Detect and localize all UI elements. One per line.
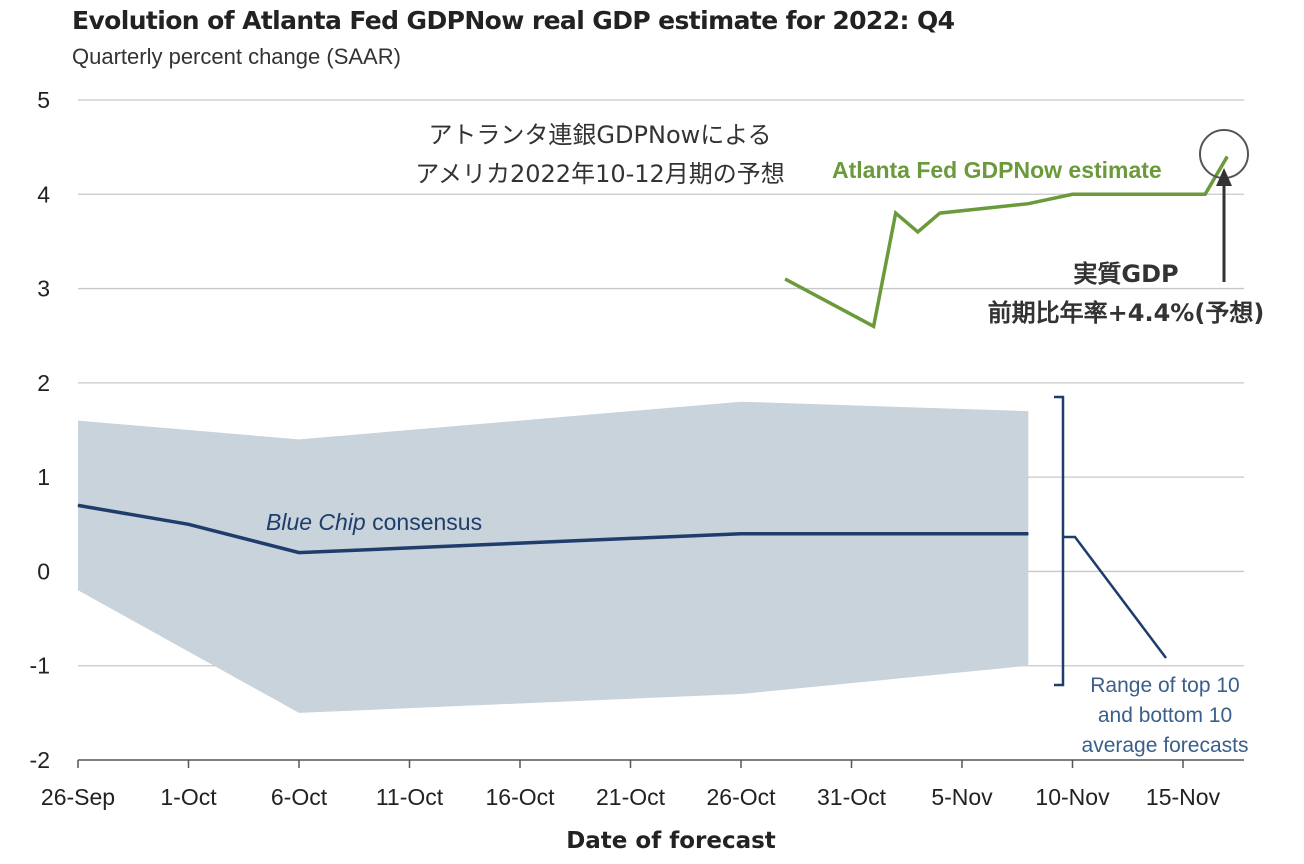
range-label-line-3: average forecasts (1082, 734, 1249, 757)
data-point (298, 552, 300, 554)
data-point (1204, 193, 1206, 195)
data-point (1226, 156, 1228, 158)
x-tick-label: 21-Oct (596, 784, 666, 810)
data-point (939, 212, 941, 214)
data-point (851, 533, 852, 535)
blue-chip-line (77, 503, 1029, 555)
forecast-range-band (78, 401, 1029, 713)
y-tick-label: -2 (30, 747, 50, 773)
data-point (1072, 193, 1073, 195)
y-tick-label: 3 (37, 276, 50, 302)
x-tick-label: 5-Nov (931, 784, 993, 810)
y-tick-label: 0 (37, 558, 50, 584)
jp-callout-line-2: 前期比年率+4.4%(予想) (988, 299, 1265, 327)
gridlines (78, 99, 1244, 761)
y-tick-label: 5 (37, 87, 50, 113)
jp-annotation-line-2: アメリカ2022年10-12月期の予想 (415, 160, 785, 188)
y-tick-label: 4 (37, 181, 50, 207)
y-tick-label: 2 (37, 370, 50, 396)
x-tick-label: 26-Sep (41, 784, 115, 810)
y-tick-label: -1 (30, 653, 50, 679)
x-tick-label: 10-Nov (1035, 784, 1110, 810)
data-point (961, 533, 963, 535)
data-point (1027, 203, 1029, 205)
x-tick-label: 31-Oct (817, 784, 887, 810)
data-point (188, 523, 189, 525)
x-tick-label: 11-Oct (376, 784, 444, 810)
x-axis-label: Date of forecast (566, 828, 776, 854)
data-point (895, 212, 897, 214)
data-point (917, 231, 919, 233)
x-tick-label: 26-Oct (706, 784, 776, 810)
chart-title: Evolution of Atlanta Fed GDPNow real GDP… (72, 6, 955, 35)
data-point (519, 542, 521, 544)
blue-chip-label-italic: Blue Chip (266, 509, 366, 535)
jp-annotation-line-1: アトランタ連銀GDPNowによる (428, 121, 771, 149)
data-point (784, 278, 786, 280)
data-point (1027, 533, 1029, 535)
range-label-line-2: and bottom 10 (1098, 704, 1232, 727)
x-tick-label: 6-Oct (271, 784, 328, 810)
range-bracket (1054, 395, 1065, 687)
y-tick-label: 1 (37, 464, 50, 490)
x-axis-ticks: 26-Sep 1-Oct 6-Oct 11-Oct 16-Oct 21-Oct 26-Oct… (41, 760, 1221, 810)
series-lines (77, 155, 1229, 555)
blue-chip-label-rest: consensus (366, 509, 482, 535)
range-leader-line (1063, 535, 1167, 659)
y-axis-ticks: -2 -1 0 1 2 3 4 5 (30, 87, 51, 773)
data-point (409, 547, 410, 549)
x-tick-label: 1-Oct (160, 784, 217, 810)
data-point (740, 533, 742, 535)
gdpnow-series-label: Atlanta Fed GDPNow estimate (832, 157, 1162, 183)
x-tick-label: 15-Nov (1146, 784, 1221, 810)
data-point (77, 504, 79, 506)
data-point (630, 537, 631, 539)
chart-subtitle: Quarterly percent change (SAAR) (72, 44, 401, 69)
range-label-line-1: Range of top 10 (1090, 674, 1239, 697)
range-band-area (78, 401, 1029, 713)
data-point (873, 325, 875, 327)
callout-arrowhead (1216, 168, 1232, 186)
x-tick-label: 16-Oct (485, 784, 555, 810)
jp-callout-line-1: 実質GDP (1073, 260, 1178, 288)
blue-chip-series-label: Blue Chip consensus (266, 509, 482, 535)
